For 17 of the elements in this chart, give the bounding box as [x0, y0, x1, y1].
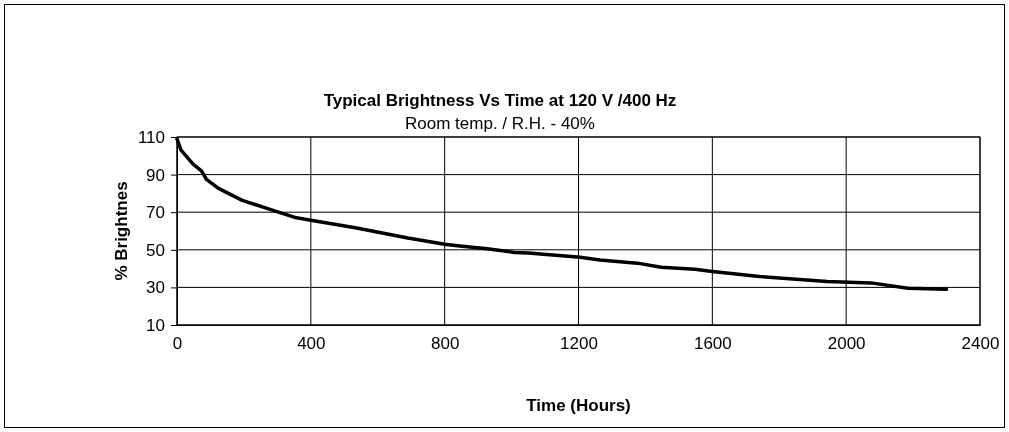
y-tick-label: 70 [146, 203, 165, 223]
x-tick-label: 2400 [961, 334, 1000, 354]
x-tick-label: 1600 [693, 334, 732, 354]
x-axis-title: Time (Hours) [526, 396, 631, 415]
y-tick-label: 110 [137, 127, 165, 147]
y-axis-title: % Brightnes [112, 181, 131, 281]
y-tick-label: 50 [146, 240, 165, 260]
x-tick-label: 1200 [560, 334, 598, 354]
y-tick-label: 30 [146, 278, 165, 298]
chart-title: Typical Brightness Vs Time at 120 V /400 Hz [323, 91, 677, 110]
x-tick-label: 800 [430, 334, 460, 354]
x-tick-label: 0 [172, 334, 183, 354]
chart-subtitle: Room temp. / R.H. - 40% [405, 114, 595, 133]
y-tick-label: 10 [146, 315, 165, 335]
x-tick-label: 400 [297, 334, 326, 354]
y-tick-label: 90 [146, 165, 165, 185]
x-tick-label: 2000 [827, 334, 866, 354]
